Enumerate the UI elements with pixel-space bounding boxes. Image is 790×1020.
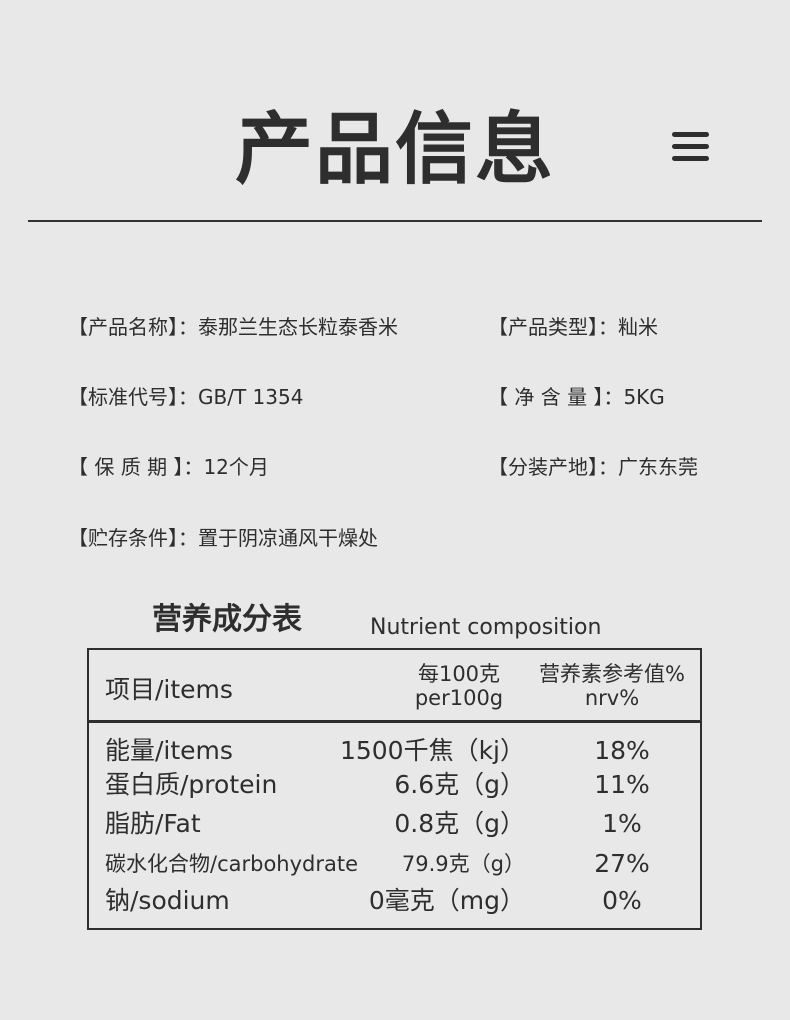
info-value: 12个月 bbox=[203, 455, 269, 479]
info-shelf-life: 【 保 质 期 】：12个月 bbox=[68, 455, 269, 479]
row-name: 碳水化合物/carbohydrate bbox=[105, 852, 359, 876]
info-value: 置于阴凉通风干燥处 bbox=[198, 526, 378, 550]
table-row: 钠/sodium 0毫克（mg） 0% bbox=[89, 884, 700, 918]
divider bbox=[28, 220, 762, 222]
info-label: 【产品名称】： bbox=[68, 315, 198, 339]
row-amount: 0毫克（mg） bbox=[368, 886, 525, 915]
row-nrv: 18% bbox=[594, 736, 650, 765]
row-name: 蛋白质/protein bbox=[105, 770, 278, 799]
row-amount: 79.9克（g） bbox=[401, 852, 525, 876]
row-name: 钠/sodium bbox=[105, 886, 230, 915]
info-label: 【产品类型】： bbox=[488, 315, 618, 339]
row-nrv: 0% bbox=[602, 886, 642, 915]
info-storage: 【贮存条件】：置于阴凉通风干燥处 bbox=[68, 526, 378, 550]
nutrition-table: 项目/items 每100克 per100g 营养素参考值% nrv% 能量/ite… bbox=[87, 648, 702, 930]
row-amount: 0.8克（g） bbox=[394, 809, 525, 838]
row-nrv: 1% bbox=[602, 809, 642, 838]
hamburger-menu-icon[interactable] bbox=[672, 132, 709, 162]
row-nrv: 11% bbox=[594, 770, 650, 799]
row-amount: 6.6克（g） bbox=[394, 770, 525, 799]
info-label: 【标准代号】： bbox=[68, 385, 198, 409]
row-nrv: 27% bbox=[594, 849, 650, 878]
header-nrv-en: nrv% bbox=[584, 686, 640, 710]
info-net-weight: 【 净 含 量 】：5KG bbox=[488, 385, 665, 409]
header-nrv-cn: 营养素参考值% bbox=[539, 662, 685, 686]
table-row: 碳水化合物/carbohydrate 79.9克（g） 27% bbox=[89, 847, 700, 881]
header-item: 项目/items bbox=[105, 675, 233, 704]
nutrition-subtitle: Nutrient composition bbox=[370, 615, 602, 640]
info-value: 广东东莞 bbox=[618, 455, 698, 479]
row-name: 能量/items bbox=[105, 736, 233, 765]
table-row: 蛋白质/protein 6.6克（g） 11% bbox=[89, 768, 700, 802]
info-product-type: 【产品类型】：籼米 bbox=[488, 315, 658, 339]
info-value: 5KG bbox=[623, 385, 665, 409]
page-title: 产品信息 bbox=[234, 105, 555, 195]
table-header: 项目/items 每100克 per100g 营养素参考值% nrv% bbox=[89, 650, 700, 723]
table-row: 能量/items 1500千焦（kj） 18% bbox=[89, 734, 700, 768]
row-name: 脂肪/Fat bbox=[105, 809, 201, 838]
header-per-en: per100g bbox=[414, 686, 504, 710]
table-row: 脂肪/Fat 0.8克（g） 1% bbox=[89, 807, 700, 841]
info-label: 【分装产地】： bbox=[488, 455, 618, 479]
nutrition-title: 营养成分表 bbox=[152, 602, 302, 637]
info-product-name: 【产品名称】：泰那兰生态长粒泰香米 bbox=[68, 315, 398, 339]
info-label: 【 净 含 量 】： bbox=[488, 385, 624, 409]
info-value: GB/T 1354 bbox=[198, 385, 304, 409]
info-label: 【 保 质 期 】： bbox=[68, 455, 204, 479]
info-value: 籼米 bbox=[618, 315, 658, 339]
info-value: 泰那兰生态长粒泰香米 bbox=[198, 315, 398, 339]
header-per100g: 每100克 per100g bbox=[389, 662, 529, 710]
info-origin: 【分装产地】：广东东莞 bbox=[488, 455, 698, 479]
row-amount: 1500千焦（kj） bbox=[339, 736, 525, 765]
info-standard-code: 【标准代号】：GB/T 1354 bbox=[68, 385, 303, 409]
header-per-cn: 每100克 bbox=[417, 662, 501, 686]
info-label: 【贮存条件】： bbox=[68, 526, 198, 550]
header-nrv: 营养素参考值% nrv% bbox=[527, 662, 697, 710]
